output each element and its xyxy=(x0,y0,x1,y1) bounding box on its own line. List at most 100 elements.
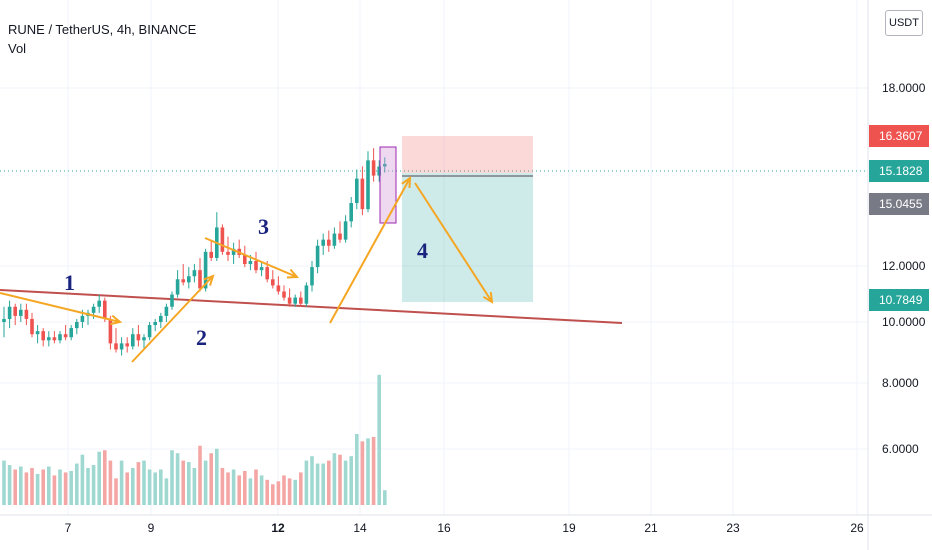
volume-bar xyxy=(164,478,169,505)
time-tick-label: 14 xyxy=(353,521,367,535)
target-price-tag: 10.7849 xyxy=(869,289,929,311)
volume-bar xyxy=(321,463,325,505)
wave-4-up-arrow xyxy=(329,177,411,324)
entry-price-tag-bg xyxy=(869,193,929,215)
volume-bar xyxy=(265,479,269,505)
volume-bar xyxy=(7,465,12,505)
candle-body xyxy=(24,309,29,319)
trendline xyxy=(0,289,623,324)
volume-bar xyxy=(304,460,309,505)
wave-label-2: 2 xyxy=(196,325,207,350)
currency-button[interactable]: USDT xyxy=(885,10,923,36)
candle-body xyxy=(125,343,129,347)
candle-body xyxy=(349,203,353,222)
time-tick-label: 19 xyxy=(562,521,576,535)
candle-body xyxy=(13,306,17,316)
candle-body xyxy=(293,297,297,304)
wave-4-up-arrow-head xyxy=(401,175,412,189)
volume-bar xyxy=(366,438,370,505)
candle-body xyxy=(321,239,325,246)
candle-body xyxy=(332,233,337,246)
volume-bar xyxy=(215,448,219,505)
annotation-arrows xyxy=(0,175,494,363)
volume-bar xyxy=(24,472,29,505)
price-tick-label: 18.0000 xyxy=(882,81,926,95)
candle-body xyxy=(41,331,45,341)
candle-body xyxy=(259,267,264,271)
price-tick-label: 8.0000 xyxy=(882,376,919,390)
candle-body xyxy=(103,300,107,319)
time-tick-label: 12 xyxy=(271,521,285,535)
candle-body xyxy=(198,270,202,289)
volume-bar xyxy=(147,469,152,505)
candle-body xyxy=(97,300,101,307)
candle-body xyxy=(383,164,387,167)
candle-body xyxy=(63,334,68,338)
volume-bar xyxy=(97,451,101,505)
candle-body xyxy=(164,306,169,316)
volume-indicator-label[interactable]: Vol xyxy=(8,41,27,56)
time-axis[interactable]: 7 9 12 14 16 19 21 23 26 xyxy=(0,514,932,535)
symbol-title[interactable]: RUNE / TetherUS, 4h, BINANCE xyxy=(8,22,197,37)
short-position-tool[interactable] xyxy=(402,136,533,302)
current-price-tag-text: 15.1828 xyxy=(879,164,923,178)
stop-price-tag-text: 16.3607 xyxy=(879,129,923,143)
volume-bar xyxy=(170,450,174,505)
candle-body xyxy=(248,261,253,265)
candle-body xyxy=(2,318,6,322)
candle-body xyxy=(304,285,309,304)
candle-body xyxy=(226,251,230,255)
volume-bar xyxy=(52,475,57,505)
volume-bar xyxy=(271,484,275,505)
candle-body xyxy=(276,285,281,292)
volume-bar xyxy=(181,460,185,505)
entry-price-tag-text: 15.0455 xyxy=(879,197,923,211)
candle-body xyxy=(142,337,146,341)
candle-body xyxy=(377,166,381,176)
volume-bar xyxy=(248,478,253,505)
volume-bar xyxy=(315,463,320,505)
candle-body xyxy=(271,279,275,286)
volume-bar xyxy=(287,478,292,505)
time-tick-label: 7 xyxy=(65,521,72,535)
volume-bar xyxy=(371,436,376,505)
chart-legend: RUNE / TetherUS, 4h, BINANCE Vol xyxy=(8,20,196,58)
price-tick-label: 6.0000 xyxy=(882,442,919,456)
candle-body xyxy=(52,337,57,341)
volume-bar xyxy=(327,460,331,505)
wave-3-arrow-head xyxy=(286,268,300,279)
price-axis[interactable]: 6.0000 8.0000 10.0000 12.0000 18.0000 16.3607… xyxy=(867,0,929,550)
candle-body xyxy=(254,261,258,271)
candle-body xyxy=(192,270,197,277)
volume-bar xyxy=(142,460,146,505)
time-tick-label: 21 xyxy=(644,521,658,535)
candle-body xyxy=(203,251,208,289)
wave-3-arrow xyxy=(204,237,298,278)
volume-bar xyxy=(338,454,342,505)
candle-body xyxy=(220,227,225,252)
volume-bar xyxy=(198,445,202,505)
stop-loss-zone xyxy=(402,136,533,173)
volume-bar xyxy=(310,456,314,505)
candle-body xyxy=(327,239,331,246)
wave-1-arrow xyxy=(0,292,121,323)
candle-body xyxy=(371,160,376,176)
stop-price-tag-bg xyxy=(869,125,929,147)
target-down-arrow-head xyxy=(482,291,494,304)
candle-body xyxy=(338,233,342,240)
wave-label-4: 4 xyxy=(417,238,428,263)
candle-body xyxy=(114,343,118,350)
candle-body xyxy=(175,279,180,295)
volume-bar xyxy=(237,475,241,505)
candle-body xyxy=(147,325,152,338)
volume-bar xyxy=(220,468,225,505)
volume-bar xyxy=(114,478,118,505)
volume-bar xyxy=(19,466,23,505)
candle-body xyxy=(170,294,174,307)
time-tick-label: 23 xyxy=(726,521,740,535)
candle-body xyxy=(243,254,247,265)
time-tick-label: 16 xyxy=(437,521,451,535)
candle-body xyxy=(366,160,370,210)
volume-bar xyxy=(69,470,73,505)
